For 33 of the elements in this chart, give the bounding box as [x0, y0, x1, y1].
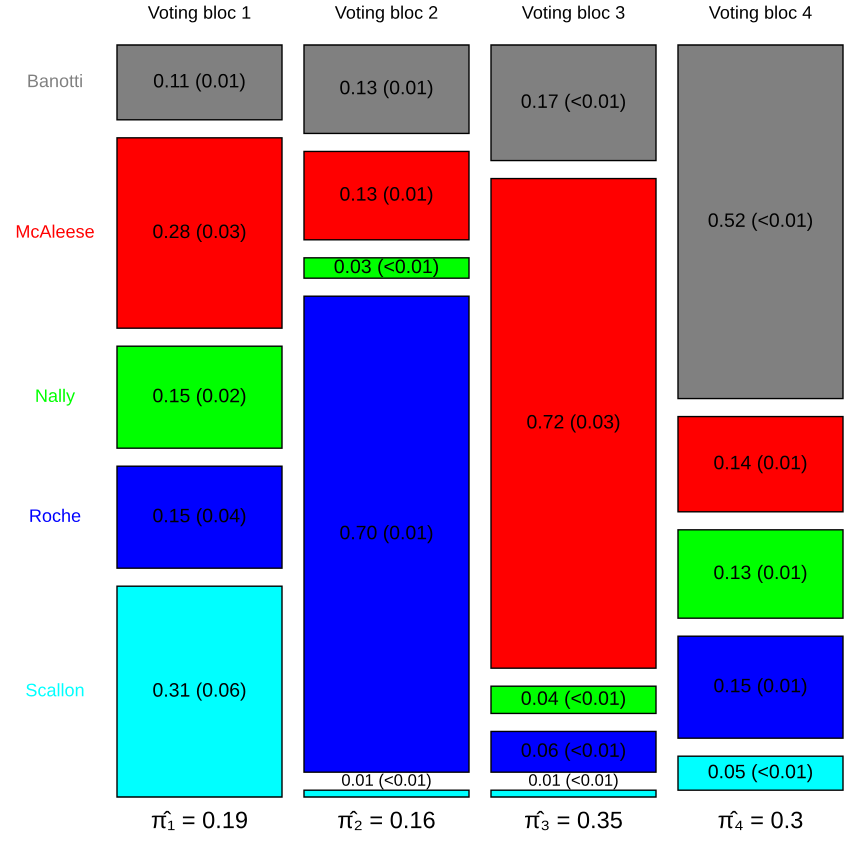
data-label: 0.06 (<0.01): [522, 742, 625, 761]
data-label: 0.13 (0.01): [340, 186, 432, 205]
data-label: 0.15 (0.04): [153, 508, 246, 526]
data-label: 0.04 (<0.01): [522, 690, 625, 709]
data-label: 0.13 (0.01): [340, 80, 432, 98]
text: π̂₂ = 0.16: [338, 810, 435, 830]
data-label: 0.14 (0.01): [714, 455, 806, 474]
series-label: Scallon: [26, 683, 84, 696]
data-label: 0.28 (0.03): [153, 224, 246, 242]
data-label: 0.17 (<0.01): [522, 94, 625, 112]
series-label: Banotti: [28, 74, 82, 88]
data-label: 0.72 (0.03): [527, 414, 620, 432]
data-label: 0.11 (0.01): [154, 73, 245, 92]
data-label: 0.13 (0.01): [714, 564, 806, 584]
data-label: 0.70 (0.01): [340, 525, 432, 544]
data-label: 0.31 (0.06): [153, 682, 246, 701]
data-label: 0.52 (<0.01): [708, 212, 812, 231]
data-label: 0.15 (0.02): [153, 388, 246, 406]
data-label: 0.01 (<0.01): [342, 774, 431, 790]
category-label: Voting bloc 2: [334, 6, 438, 22]
text: π̂₃ = 0.35: [525, 810, 622, 830]
data-label: 0.05 (<0.01): [708, 764, 812, 782]
category-label: Voting bloc 3: [522, 6, 624, 22]
series-label: McAleese: [16, 224, 94, 238]
data-label: 0.01 (<0.01): [528, 774, 618, 790]
category-label: Voting bloc 4: [708, 6, 812, 22]
data-label: 0.15 (0.01): [714, 678, 806, 696]
text: π̂₁ = 0.19: [152, 810, 247, 830]
category-label: Voting bloc 1: [148, 6, 250, 22]
text: Nally: [36, 388, 76, 406]
text: π̂₄ = 0.3: [718, 810, 802, 830]
text: Roche: [30, 508, 80, 522]
data-label: 0.03 (<0.01): [334, 258, 438, 278]
